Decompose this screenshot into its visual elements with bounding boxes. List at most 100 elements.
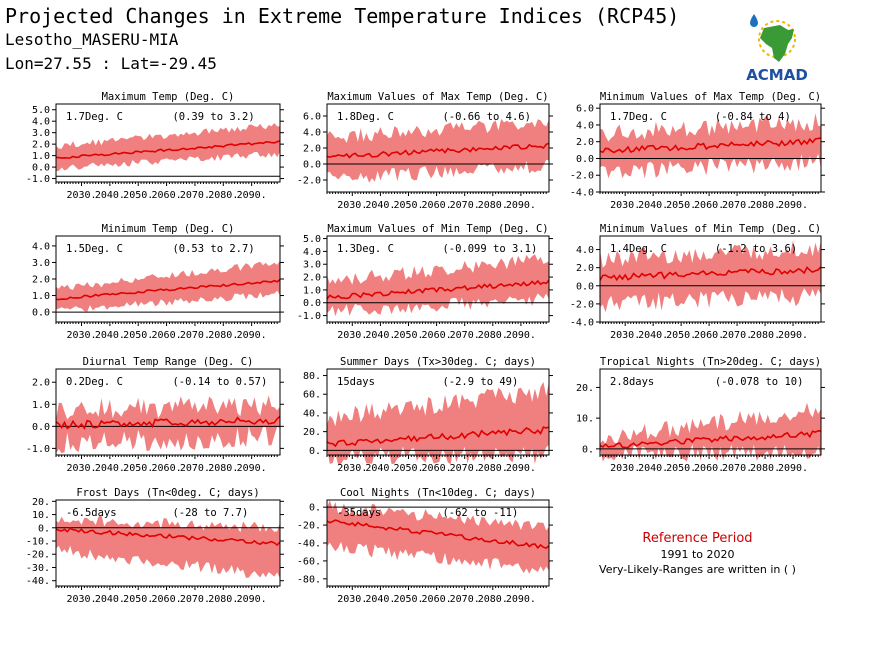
mean-line <box>599 429 822 449</box>
range-band <box>327 500 549 574</box>
y-tick-label: -1.0 <box>26 174 50 185</box>
chart-panel: -1.0 0.0 1.02.0 3.0 4.0 5.0 2030.2040.2050.206… <box>297 223 553 341</box>
y-tick-label: 0.0 <box>303 160 321 171</box>
y-tick-label: 5.0 <box>32 105 50 116</box>
chart-title: Maximum Temp (Deg. C) <box>102 91 235 103</box>
x-tick-label: 2070. <box>180 463 210 474</box>
x-tick-label: 2080. <box>750 330 780 341</box>
x-tick-label: 2060. <box>152 594 182 605</box>
x-tick-label: 2050. <box>393 463 423 474</box>
water-drop-icon <box>750 14 758 27</box>
x-tick-label: 2080. <box>478 463 508 474</box>
x-tick-label: 2050. <box>123 330 153 341</box>
mean-line <box>326 142 550 159</box>
x-tick-label: 2080. <box>478 594 508 605</box>
chart-title: Minimum Temp (Deg. C) <box>102 223 235 235</box>
y-tick-label: 2.0 <box>303 273 321 284</box>
mean-change-label: 1.7Deg. C <box>66 111 123 123</box>
range-band <box>56 260 280 312</box>
x-tick-label: 2060. <box>422 200 452 211</box>
acmad-logo: ACMAD <box>746 14 808 84</box>
x-tick-label: 2070. <box>180 594 210 605</box>
x-tick-label: 2090. <box>778 463 808 474</box>
x-tick-label: 2050. <box>393 200 423 211</box>
sun-icon <box>758 20 796 58</box>
y-tick-label: 0.0 <box>32 163 50 174</box>
page-title: Projected Changes in Extreme Temperature… <box>5 4 680 28</box>
likely-range-label: (-0.078 to 10) <box>715 376 804 388</box>
mean-change-label: 15days <box>337 376 375 388</box>
y-tick-label: -1.0 <box>26 444 50 455</box>
y-tick-label: 2.0 <box>303 144 321 155</box>
y-tick-label: 0. <box>309 446 321 457</box>
mean-line <box>55 527 281 547</box>
x-tick-label: 2030. <box>337 594 367 605</box>
y-tick-label: 0.0 <box>576 281 594 292</box>
x-tick-label: 2030. <box>66 594 96 605</box>
mean-change-label: -6.5days <box>66 507 117 519</box>
x-tick-label: 2060. <box>422 330 452 341</box>
x-tick-label: 2090. <box>506 463 536 474</box>
chart-title: Maximum Values of Max Temp (Deg. C) <box>327 91 548 103</box>
chart-panel: 0.20.40.60.80.2030.2040.2050.2060.2070.2… <box>303 356 553 474</box>
mean-change-label: 2.8days <box>610 376 654 388</box>
x-tick-label: 2050. <box>666 330 696 341</box>
y-tick-label: 4.0 <box>576 120 594 131</box>
x-tick-label: 2090. <box>506 594 536 605</box>
x-tick-label: 2070. <box>180 190 210 201</box>
y-tick-label: 5.0 <box>303 234 321 245</box>
range-band <box>56 395 280 454</box>
likely-range-label: (-0.099 to 3.1) <box>442 243 537 255</box>
y-tick-label: 0. <box>38 523 50 534</box>
x-tick-label: 2040. <box>638 330 668 341</box>
y-tick-label: 4.0 <box>32 241 50 252</box>
x-tick-label: 2040. <box>95 463 125 474</box>
y-tick-label: 4.0 <box>32 117 50 128</box>
x-tick-label: 2030. <box>66 330 96 341</box>
y-tick-label: -30. <box>26 563 50 574</box>
y-tick-label: 0.0 <box>303 298 321 309</box>
mean-change-label: 1.5Deg. C <box>66 243 123 255</box>
y-tick-label: 4.0 <box>303 128 321 139</box>
y-tick-label: -2.0 <box>570 299 594 310</box>
y-tick-label: 0.0 <box>32 422 50 433</box>
range-band <box>327 381 549 465</box>
x-tick-label: 2030. <box>610 200 640 211</box>
mean-line <box>55 139 281 159</box>
mean-change-label: 1.4Deg. C <box>610 243 667 255</box>
mean-change-label: -35days <box>337 507 381 519</box>
y-tick-label: 40. <box>303 408 321 419</box>
x-tick-label: 2090. <box>237 330 267 341</box>
y-tick-label: 4.0 <box>576 245 594 256</box>
likely-range-label: (0.53 to 2.7) <box>172 243 254 255</box>
logo-text: ACMAD <box>746 66 808 84</box>
x-tick-label: 2050. <box>666 200 696 211</box>
x-tick-label: 2090. <box>237 190 267 201</box>
y-tick-label: -40. <box>297 539 321 550</box>
likely-range-label: (-62 to -11) <box>442 507 518 519</box>
chart-panel: -4.0 -2.0 0.0 2.0 4.0 6.0 2030.2040.2050.2060.… <box>570 91 825 211</box>
reference-title: Reference Period <box>642 531 753 546</box>
x-tick-label: 2070. <box>450 330 480 341</box>
range-band <box>56 514 280 579</box>
y-tick-label: 4.0 <box>303 247 321 258</box>
plot-frame <box>599 103 822 193</box>
x-tick-label: 2050. <box>393 330 423 341</box>
africa-map-icon <box>760 25 794 62</box>
y-tick-label: -80. <box>297 574 321 585</box>
y-tick-label: 2.0 <box>576 137 594 148</box>
y-tick-label: 3.0 <box>32 128 50 139</box>
y-tick-label: -4.0 <box>570 318 594 329</box>
x-tick-label: 2030. <box>337 463 367 474</box>
x-tick-label: 2060. <box>152 330 182 341</box>
x-tick-label: 2070. <box>722 200 752 211</box>
chart-title: Frost Days (Tn<0deg. C; days) <box>76 487 259 499</box>
y-tick-label: 10. <box>576 414 594 425</box>
likely-range-label: (-0.66 to 4.6) <box>442 111 531 123</box>
mean-line <box>55 415 281 430</box>
y-tick-label: -60. <box>297 556 321 567</box>
x-tick-label: 2060. <box>422 463 452 474</box>
y-tick-label: 6.0 <box>303 112 321 123</box>
y-tick-label: 0.0 <box>32 308 50 319</box>
chart-title: Minimum Values of Max Temp (Deg. C) <box>600 91 821 103</box>
